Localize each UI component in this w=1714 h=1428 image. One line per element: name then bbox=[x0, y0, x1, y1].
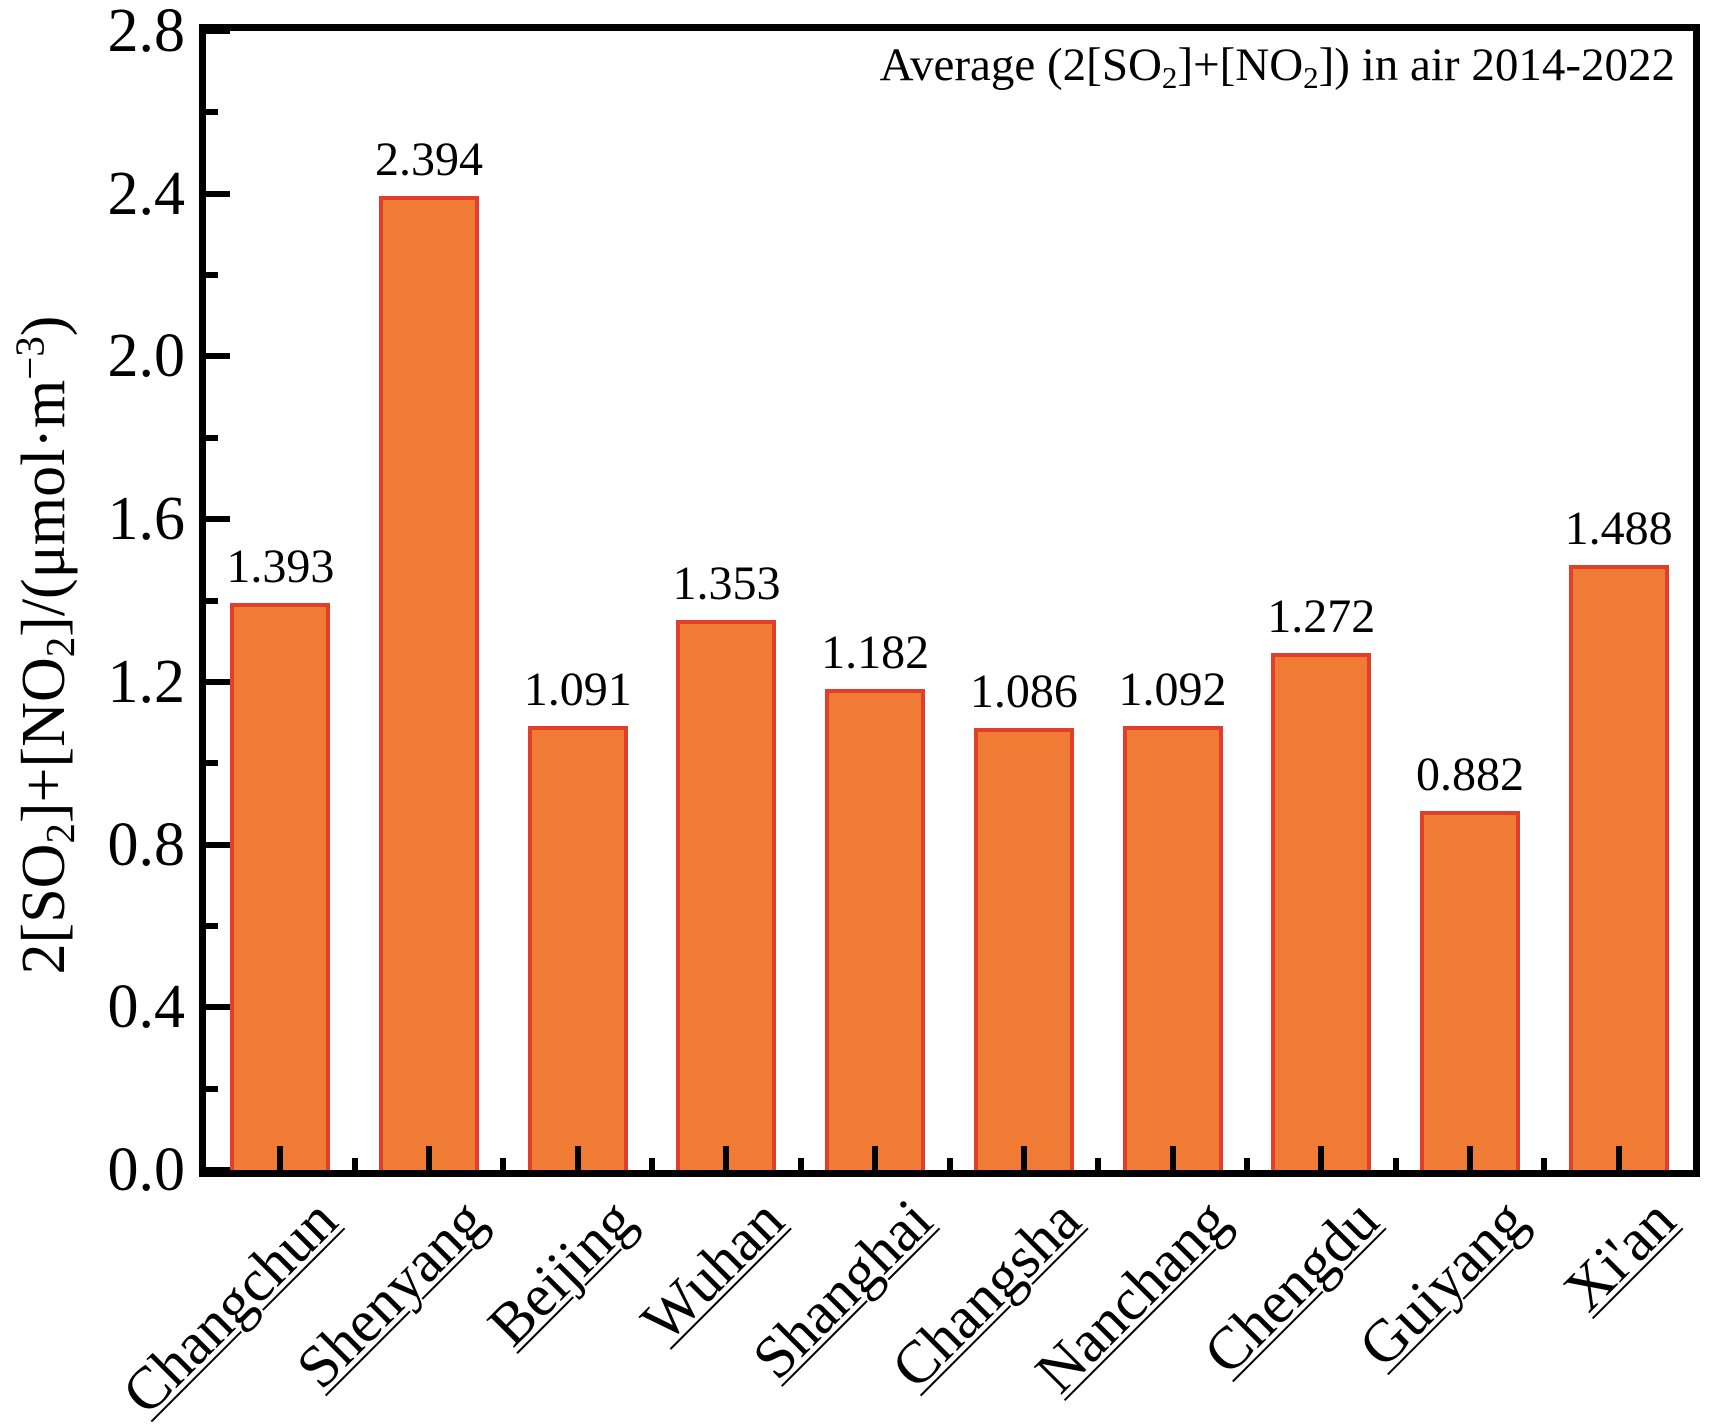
y-axis-tick-label: 1.6 bbox=[107, 485, 186, 554]
bar-shanghai bbox=[825, 689, 926, 1170]
y-axis-major-tick bbox=[206, 516, 230, 523]
bar-value-label: 1.182 bbox=[821, 626, 930, 679]
y-axis-tick-label: 2.4 bbox=[107, 159, 186, 228]
text-run: ]+[NO bbox=[1177, 39, 1304, 91]
plot-area: Average (2[SO2]+[NO2]) in air 2014-2022 … bbox=[199, 24, 1700, 1177]
bar-value-label: 1.272 bbox=[1267, 590, 1376, 643]
y-axis-major-tick bbox=[206, 1167, 230, 1173]
x-axis-major-tick bbox=[1466, 1146, 1473, 1170]
bar-wuhan bbox=[676, 620, 777, 1170]
x-axis-category-label: Beijing bbox=[475, 1186, 648, 1359]
y-axis-minor-tick bbox=[206, 922, 218, 929]
y-axis-minor-tick bbox=[206, 272, 218, 279]
y-axis-minor-tick bbox=[206, 1085, 218, 1092]
x-axis-major-tick bbox=[1020, 1146, 1027, 1170]
x-axis-minor-tick bbox=[1541, 1158, 1548, 1170]
x-axis-minor-tick bbox=[797, 1158, 804, 1170]
x-axis-minor-tick bbox=[1095, 1158, 1102, 1170]
y-axis-tick-label: 0.0 bbox=[107, 1136, 186, 1204]
bar-changsha bbox=[973, 728, 1074, 1170]
x-axis-major-tick bbox=[872, 1146, 879, 1170]
x-axis-major-tick bbox=[1615, 1146, 1622, 1170]
x-axis-major-tick bbox=[277, 1146, 284, 1170]
bar-chengdu bbox=[1271, 653, 1372, 1170]
y-axis-major-tick bbox=[206, 353, 230, 360]
x-axis-category-label: Guiyang bbox=[1346, 1186, 1540, 1380]
bar-value-label: 1.092 bbox=[1118, 663, 1227, 716]
x-axis-minor-tick bbox=[500, 1158, 507, 1170]
x-axis-category-label: Xi'an bbox=[1551, 1186, 1688, 1324]
bar-value-label: 0.882 bbox=[1415, 748, 1524, 801]
bar-shenyang bbox=[379, 196, 480, 1170]
x-axis-major-tick bbox=[1169, 1146, 1176, 1170]
x-axis-major-tick bbox=[1318, 1146, 1325, 1170]
x-axis-category-label: Changchun bbox=[109, 1186, 350, 1427]
x-axis-minor-tick bbox=[1392, 1158, 1399, 1170]
bar-value-label: 1.353 bbox=[672, 557, 781, 610]
y-axis-minor-tick bbox=[206, 760, 218, 767]
y-axis-tick-label: 0.8 bbox=[107, 810, 186, 879]
bar-nanchang bbox=[1122, 726, 1223, 1170]
subscript-text: 2 bbox=[1303, 59, 1319, 95]
chart-title: Average (2[SO2]+[NO2]) in air 2014-2022 bbox=[879, 39, 1675, 93]
y-axis-tick-label: 1.2 bbox=[107, 647, 186, 716]
x-axis-major-tick bbox=[574, 1146, 581, 1170]
bar-value-label: 1.488 bbox=[1564, 502, 1673, 555]
bar-guiyang bbox=[1419, 811, 1520, 1170]
y-axis-tick-labels: 0.0 0.4 0.8 1.2 1.6 2.0 2.4 2.8 bbox=[0, 0, 186, 1204]
x-axis-minor-tick bbox=[649, 1158, 656, 1170]
text-run: Average (2[SO bbox=[879, 39, 1162, 91]
x-axis-category-labels: Changchun Shenyang Beijing Wuhan Shanghai Cha… bbox=[110, 1186, 1700, 1428]
y-axis-major-tick bbox=[206, 28, 230, 34]
y-axis-minor-tick bbox=[206, 597, 218, 604]
y-axis-minor-tick bbox=[206, 109, 218, 116]
y-axis-tick-label: 2.8 bbox=[107, 0, 186, 65]
x-axis-minor-tick bbox=[1243, 1158, 1250, 1170]
y-axis-major-tick bbox=[206, 1004, 230, 1011]
y-axis-major-tick bbox=[206, 190, 230, 197]
bar-beijing bbox=[527, 726, 628, 1170]
bar-changchun bbox=[230, 603, 331, 1170]
bar-value-label: 1.086 bbox=[969, 665, 1078, 718]
bar-value-label: 2.394 bbox=[375, 133, 484, 186]
subscript-text: 2 bbox=[1161, 59, 1178, 95]
y-axis-major-tick bbox=[206, 678, 230, 685]
bar-xian bbox=[1568, 565, 1669, 1170]
x-axis-minor-tick bbox=[351, 1158, 358, 1170]
y-axis-minor-tick bbox=[206, 434, 218, 441]
y-axis-tick-label: 2.0 bbox=[107, 322, 186, 391]
x-axis-minor-tick bbox=[946, 1158, 953, 1170]
y-axis-tick-label: 0.4 bbox=[107, 973, 186, 1042]
text-run: ]) in air 2014-2022 bbox=[1318, 39, 1675, 91]
bar-value-label: 1.393 bbox=[226, 540, 335, 593]
y-axis-major-tick bbox=[206, 841, 230, 848]
bar-value-label: 1.091 bbox=[523, 663, 632, 716]
x-axis-major-tick bbox=[426, 1146, 433, 1170]
x-axis-major-tick bbox=[723, 1146, 730, 1170]
